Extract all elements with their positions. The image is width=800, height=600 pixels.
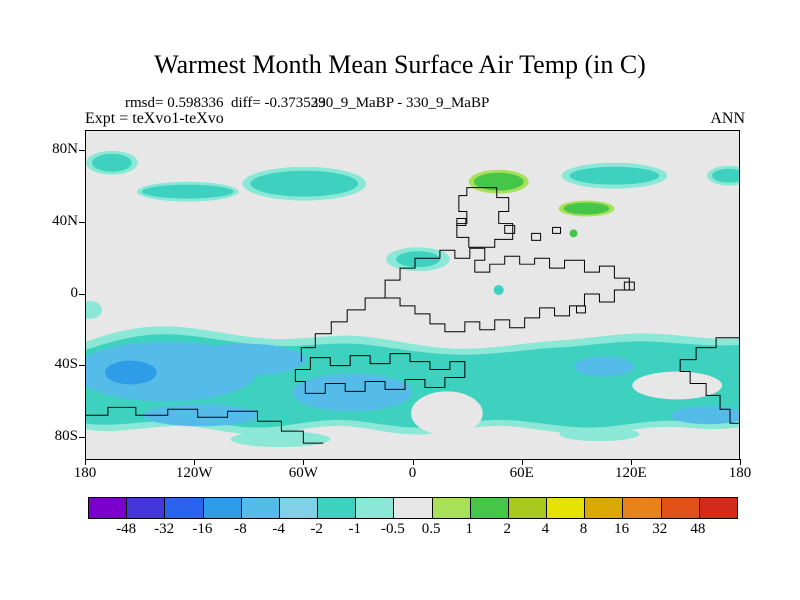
map-frame	[85, 130, 740, 460]
colorbar-cell-0	[89, 498, 128, 518]
colorbar-cell-1	[127, 498, 166, 518]
run-label: 330_9_MaBP - 330_9_MaBP	[310, 95, 490, 111]
contour-outlines	[86, 187, 739, 444]
colorbar-cell-8	[394, 498, 433, 518]
stats-line: rmsd= 0.598336 diff= -0.373529	[125, 95, 326, 111]
x-tick-label: 0	[408, 465, 417, 481]
colorbar-cell-13	[585, 498, 624, 518]
colorbar-cell-3	[203, 498, 242, 518]
x-tick-label: 180	[73, 465, 97, 481]
colorbar-cell-7	[356, 498, 395, 518]
colorbar-level-label: -16	[192, 521, 213, 537]
negative-anomaly-regions	[86, 150, 739, 448]
colorbar-cell-9	[432, 498, 471, 518]
x-tick-mark	[85, 459, 86, 465]
colorbar-level-label: 2	[503, 521, 512, 537]
x-tick-mark	[630, 459, 632, 465]
colorbar-level-label: 32	[652, 521, 668, 537]
colorbar-level-label: -2	[310, 521, 323, 537]
colorbar-level-label: -32	[154, 521, 175, 537]
x-tick-label: 180	[728, 465, 752, 481]
y-tick-mark	[79, 293, 85, 295]
colorbar-cell-5	[279, 498, 319, 518]
colorbar-level-label: 48	[690, 521, 706, 537]
colorbar-level-label: -8	[234, 521, 247, 537]
colorbar-cell-14	[623, 498, 662, 518]
y-tick-label: 40N	[52, 212, 78, 229]
x-tick-mark	[412, 459, 414, 465]
x-tick-label: 120E	[614, 465, 647, 481]
colorbar-level-label: 8	[579, 521, 588, 537]
experiment-label: Expt = teXvo1-teXvo	[85, 110, 224, 127]
colorbar-level-label: -48	[116, 521, 137, 537]
colorbar-level-label: 16	[614, 521, 630, 537]
colorbar-cell-12	[547, 498, 586, 518]
plot-title: Warmest Month Mean Surface Air Temp (in …	[154, 50, 646, 79]
y-tick-label: 40S	[54, 356, 78, 373]
map-plot	[86, 131, 739, 459]
y-tick-mark	[79, 150, 85, 151]
colorbar-level-label: 1	[465, 521, 473, 537]
colorbar-cell-2	[165, 498, 204, 518]
y-tick-label: 80S	[54, 428, 78, 444]
x-tick-mark	[194, 459, 196, 465]
colorbar-cell-15	[661, 498, 700, 518]
x-tick-mark	[521, 459, 523, 465]
colorbar-level-label: 0.5	[421, 521, 441, 537]
colorbar-level-label: -1	[348, 521, 362, 537]
colorbar-labels: -48 -32 -16 -8 -4 -2 -1 -0.5 0.5 1 2 4 8 16 32 48	[88, 521, 736, 539]
season-label: ANN	[710, 110, 745, 127]
colorbar-cell-16	[699, 498, 737, 518]
y-tick-label: 0	[70, 284, 79, 301]
colorbar-level-label: 4	[541, 521, 550, 537]
colorbar-cell-11	[508, 498, 548, 518]
y-tick-mark	[79, 365, 85, 367]
colorbar-cell-6	[318, 498, 357, 518]
y-tick-label: 80N	[52, 141, 78, 157]
x-tick-label: 120W	[175, 465, 213, 481]
colorbar-level-label: -0.5	[381, 521, 405, 537]
y-tick-mark	[79, 221, 85, 223]
y-tick-mark	[79, 437, 85, 438]
x-tick-mark	[740, 459, 741, 465]
colorbar-cell-4	[241, 498, 280, 518]
colorbar	[88, 497, 738, 519]
x-tick-mark	[303, 459, 305, 465]
colorbar-cell-10	[470, 498, 509, 518]
x-tick-label: 60E	[509, 465, 534, 481]
colorbar-level-label: -4	[272, 521, 285, 537]
x-tick-label: 60W	[288, 465, 318, 481]
